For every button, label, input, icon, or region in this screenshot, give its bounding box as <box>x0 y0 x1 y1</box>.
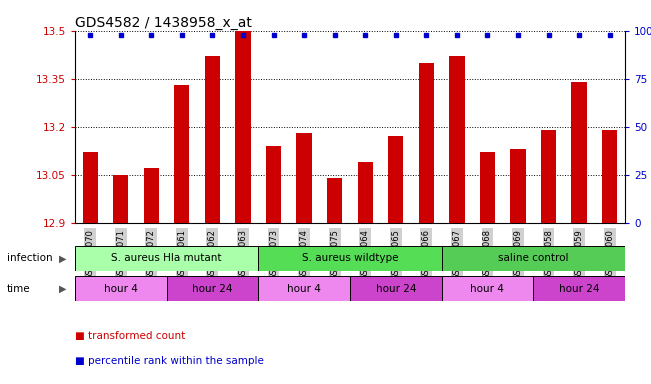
Bar <box>266 146 281 223</box>
Bar <box>441 246 625 271</box>
Text: infection: infection <box>7 253 52 263</box>
Bar <box>144 168 159 223</box>
Text: ■ transformed count: ■ transformed count <box>75 331 185 341</box>
Bar <box>357 162 373 223</box>
Bar <box>296 133 312 223</box>
Text: saline control: saline control <box>498 253 568 263</box>
Text: ▶: ▶ <box>59 253 67 263</box>
Bar <box>327 178 342 223</box>
Bar <box>441 276 533 301</box>
Text: hour 4: hour 4 <box>471 284 505 294</box>
Bar <box>510 149 525 223</box>
Text: ▶: ▶ <box>59 284 67 294</box>
Bar <box>388 136 404 223</box>
Text: hour 24: hour 24 <box>559 284 600 294</box>
Bar <box>541 130 556 223</box>
Bar <box>174 85 189 223</box>
Bar <box>480 152 495 223</box>
Bar <box>350 276 441 301</box>
Bar <box>167 276 258 301</box>
Text: S. aureus Hla mutant: S. aureus Hla mutant <box>111 253 222 263</box>
Bar <box>75 276 167 301</box>
Bar <box>449 56 465 223</box>
Text: time: time <box>7 284 30 294</box>
Text: hour 4: hour 4 <box>104 284 137 294</box>
Bar <box>75 246 258 271</box>
Text: hour 24: hour 24 <box>192 284 232 294</box>
Bar <box>533 276 625 301</box>
Text: GDS4582 / 1438958_x_at: GDS4582 / 1438958_x_at <box>75 16 252 30</box>
Text: S. aureus wildtype: S. aureus wildtype <box>301 253 398 263</box>
Text: hour 4: hour 4 <box>287 284 321 294</box>
Bar <box>258 246 441 271</box>
Text: ■ percentile rank within the sample: ■ percentile rank within the sample <box>75 356 264 366</box>
Bar <box>83 152 98 223</box>
Bar <box>602 130 617 223</box>
Text: hour 24: hour 24 <box>376 284 416 294</box>
Bar <box>235 31 251 223</box>
Bar <box>113 175 128 223</box>
Bar <box>572 82 587 223</box>
Bar <box>205 56 220 223</box>
Bar <box>419 63 434 223</box>
Bar <box>258 276 350 301</box>
